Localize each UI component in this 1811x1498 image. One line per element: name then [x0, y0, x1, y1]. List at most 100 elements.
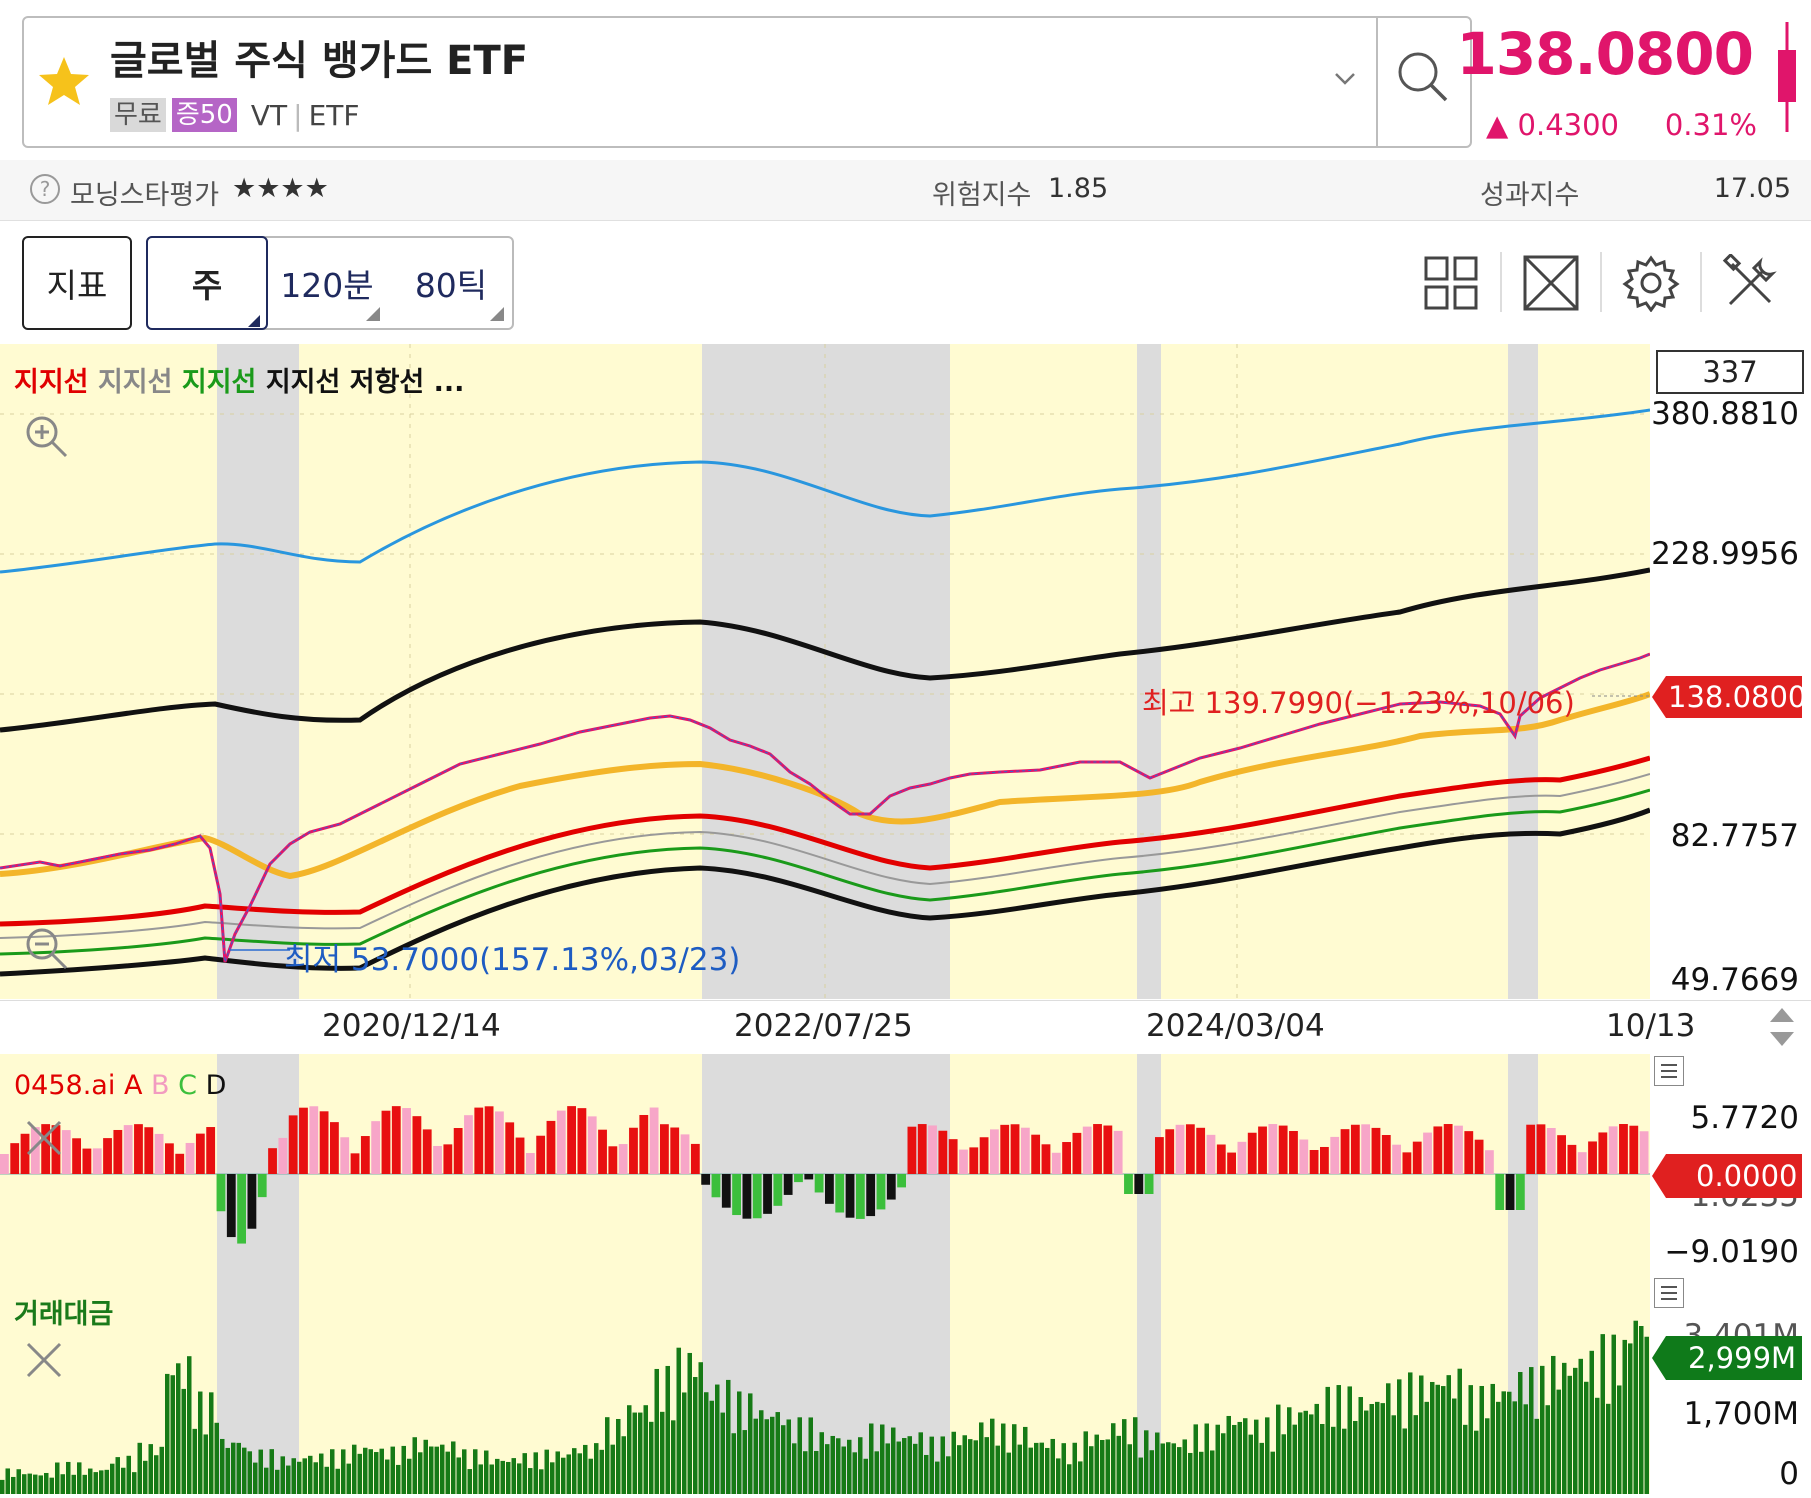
volume-bar — [973, 1440, 978, 1494]
bar-count-box: 337 — [1656, 350, 1804, 394]
instrument-type: ETF — [308, 98, 360, 132]
indicator-bar — [794, 1174, 803, 1183]
volume-bar — [1127, 1444, 1132, 1494]
grid-icon[interactable] — [1424, 256, 1478, 310]
divider — [1500, 252, 1502, 312]
volume-bar — [1584, 1381, 1589, 1494]
volume-bar — [544, 1449, 549, 1494]
volume-bar — [704, 1392, 709, 1494]
volume-bar — [1012, 1424, 1017, 1494]
x-label: 10/13 — [1606, 1008, 1696, 1044]
volume-bar — [1523, 1404, 1528, 1494]
close-icon[interactable] — [24, 1340, 64, 1380]
indicator-button[interactable]: 지표 — [22, 236, 132, 330]
zoom-in-icon[interactable] — [22, 412, 70, 460]
volume-bar — [1490, 1383, 1495, 1494]
close-icon[interactable] — [24, 1118, 64, 1158]
volume-bar — [995, 1445, 1000, 1494]
price-chart[interactable] — [0, 344, 1652, 999]
period-dropdown-icon — [490, 306, 504, 321]
help-icon[interactable]: ? — [30, 174, 60, 204]
indicator-bar — [1464, 1131, 1474, 1174]
volume-bar — [1028, 1447, 1033, 1494]
volume-bar — [1479, 1385, 1484, 1494]
volume-bar — [1182, 1439, 1187, 1494]
volume-bar — [159, 1446, 164, 1494]
indicator-bar — [1629, 1125, 1639, 1174]
menu-icon[interactable] — [1654, 1056, 1684, 1086]
indicator-bar — [917, 1124, 927, 1174]
indicator-bar — [598, 1129, 607, 1174]
x-label: 2020/12/14 — [322, 1008, 501, 1044]
settings-icon[interactable] — [1622, 254, 1680, 313]
volume-bar — [330, 1449, 335, 1494]
volume-bar — [165, 1373, 170, 1494]
symbol-selector[interactable] — [22, 16, 1472, 148]
volume-bar — [242, 1447, 247, 1494]
volume-bar — [583, 1444, 588, 1494]
indicator-bar — [495, 1111, 504, 1174]
indicator-bar — [1010, 1124, 1020, 1174]
volume-bar — [902, 1438, 907, 1494]
zoom-out-icon[interactable] — [22, 924, 70, 972]
volume-bar — [1298, 1412, 1303, 1494]
indicator-bar — [1299, 1139, 1309, 1174]
volume-bar — [1606, 1403, 1611, 1494]
volume-bar — [1188, 1452, 1193, 1494]
volume-bar — [407, 1458, 412, 1494]
volume-bar — [1017, 1444, 1022, 1494]
volume-bar — [896, 1441, 901, 1494]
y-axis[interactable] — [1650, 344, 1811, 999]
indicator-bar — [742, 1174, 752, 1219]
y-label: 82.7757 — [1670, 818, 1799, 854]
volume-bar — [346, 1463, 351, 1494]
volume-bar — [71, 1474, 76, 1494]
volume-bar — [588, 1458, 593, 1494]
tools-icon[interactable] — [1722, 252, 1780, 312]
period-80tick-button[interactable]: 80틱 — [396, 250, 506, 316]
indicator-d: D — [205, 1070, 227, 1101]
volume-bar — [1111, 1423, 1116, 1494]
period-120min-button[interactable]: 120분 — [272, 250, 382, 316]
perf-label: 성과지수 — [1480, 180, 1580, 211]
volume-bar — [1617, 1385, 1622, 1494]
volume-bar — [1100, 1439, 1105, 1494]
indicator-bar — [1144, 1174, 1154, 1194]
volume-bar — [60, 1474, 65, 1494]
volume-bar — [1133, 1417, 1138, 1494]
volume-bar — [654, 1368, 659, 1494]
x-axis[interactable] — [0, 1000, 1811, 1056]
period-week-button[interactable]: 주 — [146, 236, 268, 330]
indicator-bar — [1515, 1174, 1525, 1210]
indicator-chart[interactable] — [0, 1054, 1650, 1276]
volume-bar — [764, 1419, 769, 1494]
volume-bar — [176, 1363, 181, 1494]
favorite-star-icon[interactable] — [36, 54, 92, 110]
indicator-bar — [1557, 1135, 1566, 1174]
volume-bar — [412, 1437, 417, 1494]
volume-bar — [1237, 1421, 1242, 1494]
volume-bar — [643, 1405, 648, 1494]
volume-bar — [957, 1445, 962, 1494]
high-annotation: 최고 139.7990(−1.23%,10/06) — [1142, 686, 1575, 720]
volume-bar — [467, 1469, 472, 1494]
pane-resize-icon[interactable] — [1762, 1002, 1802, 1052]
volume-bar — [1204, 1423, 1209, 1494]
chevron-down-icon[interactable] — [1330, 64, 1360, 94]
volume-bar — [286, 1465, 291, 1494]
search-icon[interactable] — [1392, 46, 1454, 108]
volume-bar — [852, 1452, 857, 1494]
expand-icon[interactable] — [1522, 254, 1580, 312]
volume-bar — [511, 1458, 516, 1494]
y-axis[interactable] — [1650, 1276, 1811, 1494]
indicator-bar — [1216, 1144, 1226, 1174]
volume-chart[interactable] — [0, 1276, 1650, 1494]
volume-bar — [1457, 1368, 1462, 1494]
volume-bar — [1232, 1424, 1237, 1494]
menu-icon[interactable] — [1654, 1278, 1684, 1308]
current-price: 138.0800 — [1456, 20, 1754, 88]
indicator-bar — [1072, 1132, 1082, 1174]
indicator-bar — [814, 1174, 824, 1193]
volume-bar — [363, 1447, 368, 1494]
indicator-bar — [247, 1174, 257, 1229]
